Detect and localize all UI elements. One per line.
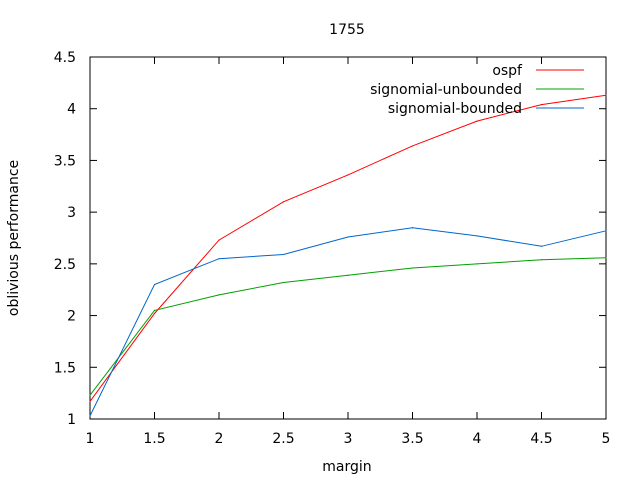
data-point-signomial-unbounded: [605, 257, 607, 259]
x-tick-label: 5: [602, 431, 611, 447]
data-point-ospf: [282, 201, 285, 203]
y-axis-label: oblivious performance: [6, 160, 22, 316]
data-point-signomial-bounded: [476, 235, 478, 237]
y-tick-label: 3: [67, 205, 76, 221]
legend-label: ospf: [492, 63, 523, 79]
data-point-signomial-bounded: [153, 283, 156, 286]
data-point-signomial-bounded: [605, 230, 607, 232]
y-tick-label: 2: [67, 309, 76, 325]
series-line-signomial-unbounded: [89, 257, 607, 396]
data-point-ospf: [347, 174, 349, 176]
y-tick-label: 3.5: [54, 153, 76, 169]
x-tick-label: 1: [86, 431, 95, 447]
x-tick-label: 2.5: [272, 431, 294, 447]
x-tick-label: 1.5: [143, 431, 165, 447]
chart-title: 1755: [329, 22, 365, 38]
series-line-ospf: [89, 94, 607, 402]
y-tick-label: 4: [67, 102, 76, 118]
data-point-signomial-bounded: [89, 415, 91, 417]
axis-ticks: 1 1.5 2 2.5 3 3.5 4 4.5 5 1 1.5 2 2.5 3 3.5 4 4.5: [54, 50, 611, 447]
series-layer: [89, 94, 607, 417]
data-point-signomial-unbounded: [476, 263, 478, 265]
x-tick-label: 2: [215, 431, 224, 447]
data-point-signomial-bounded: [282, 253, 285, 256]
y-tick-label: 2.5: [54, 257, 76, 273]
data-point-ospf: [218, 239, 220, 241]
legend-label: signomial-unbounded: [370, 82, 522, 98]
data-point-ospf: [89, 400, 91, 403]
legend-label: signomial-bounded: [388, 101, 522, 117]
data-point-signomial-bounded: [218, 258, 220, 260]
data-point-signomial-unbounded: [89, 394, 91, 396]
data-point-ospf: [540, 103, 543, 106]
x-tick-label: 3: [344, 431, 353, 447]
data-point-ospf: [476, 120, 478, 122]
data-point-ospf: [411, 145, 414, 147]
plot-frame: [89, 56, 607, 420]
data-point-signomial-unbounded: [153, 309, 156, 311]
y-tick-label: 1.5: [54, 360, 76, 376]
data-point-signomial-unbounded: [347, 274, 349, 276]
x-tick-label: 3.5: [401, 431, 423, 447]
data-point-signomial-unbounded: [411, 267, 414, 269]
x-tick-label: 4: [473, 431, 482, 447]
data-point-ospf: [605, 94, 607, 96]
legend: ospf signomial-unbounded signomial-bounded: [370, 63, 584, 117]
x-tick-label: 4.5: [530, 431, 552, 447]
y-tick-label: 4.5: [54, 50, 76, 66]
data-point-signomial-bounded: [347, 236, 349, 238]
y-tick-label: 1: [67, 412, 76, 428]
series-line-signomial-bounded: [89, 227, 607, 417]
data-point-signomial-unbounded: [540, 259, 543, 261]
data-point-signomial-unbounded: [282, 281, 285, 284]
data-point-ospf: [153, 312, 156, 315]
x-axis-label: margin: [322, 459, 371, 475]
data-point-signomial-bounded: [411, 227, 414, 229]
data-point-signomial-unbounded: [218, 294, 220, 296]
data-point-signomial-bounded: [540, 245, 543, 247]
